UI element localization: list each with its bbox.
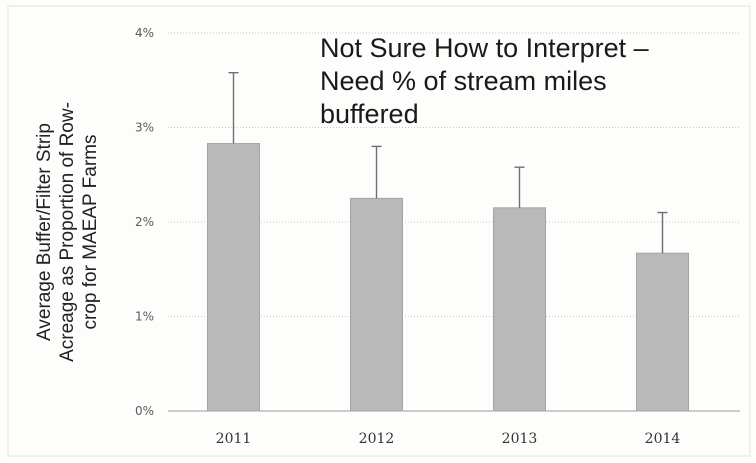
annotation-line: buffered [320,99,419,129]
bar [350,197,403,412]
x-tick-label: 2011 [216,431,252,447]
bar [493,207,546,412]
tick-labels: 0% 1% 2% 3% 4% 2011 2012 2013 2014 [135,26,680,447]
bars [207,143,689,412]
chart-frame [7,5,751,457]
x-tick-label: 2012 [359,431,395,447]
y-axis-title-line: crop for MAEAP Farms [80,135,101,330]
x-tick-label: 2014 [645,431,681,447]
y-axis-title-line: Average Buffer/Filter Strip [34,123,55,341]
y-axis-title-line: Acreage as Proportion of Row- [57,102,78,362]
annotation-line: Need % of stream miles [320,66,607,96]
error-bars [228,71,668,254]
y-axis-title: Average Buffer/Filter Strip Acreage as Pr… [34,102,101,362]
y-tick-label: 2% [135,215,154,229]
y-tick-label: 1% [135,310,154,324]
y-axis-label: Average Buffer/Filter Strip Acreage as Pr… [34,102,101,362]
annotation-line: Not Sure How to Interpret – [320,33,649,63]
bar [207,143,260,412]
bar [636,252,689,412]
y-tick-label: 0% [135,404,154,418]
y-tick-label: 4% [135,26,154,40]
x-tick-label: 2013 [502,431,538,447]
y-tick-label: 3% [135,121,154,135]
annotation: Not Sure How to Interpret –Need % of str… [320,33,649,129]
